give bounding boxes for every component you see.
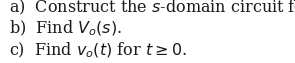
Text: a)  Construct the $s$-domain circuit for $t > 0$.: a) Construct the $s$-domain circuit for … (9, 0, 295, 17)
Text: c)  Find $v_o(t)$ for $t \geq 0$.: c) Find $v_o(t)$ for $t \geq 0$. (9, 40, 187, 60)
Text: b)  Find $V_o(s)$.: b) Find $V_o(s)$. (9, 19, 122, 38)
